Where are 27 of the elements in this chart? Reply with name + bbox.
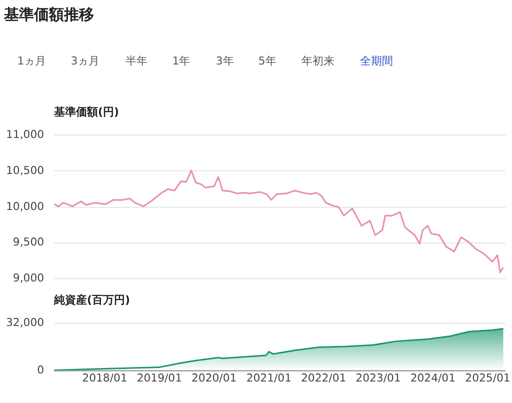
line-series	[53, 170, 504, 274]
text: 5年	[258, 54, 276, 68]
y-tick-label: 32,000	[6, 316, 44, 330]
text: 3年	[216, 54, 234, 68]
x-tick-label: 2024/01	[410, 372, 456, 385]
y-tick-label: 11,000	[6, 128, 44, 142]
y-tick-label: 10,000	[6, 200, 44, 213]
y-axis-title: 基準価額(円)	[52, 105, 119, 118]
chart-title: 基準価額推移	[2, 6, 94, 24]
y-tick-label: 0	[37, 364, 44, 377]
text: 1年	[172, 54, 190, 68]
x-tick-label: 2022/01	[300, 372, 346, 385]
x-tick-label: 2021/01	[246, 372, 292, 385]
x-tick-label: 2020/01	[191, 372, 237, 385]
text: 年初来	[301, 54, 334, 68]
y-tick-label: 9,500	[12, 236, 44, 249]
text: 半年	[126, 54, 148, 68]
y-tick-label: 9,000	[12, 272, 44, 285]
y-axis-title: 純資産(百万円)	[52, 293, 130, 306]
x-tick-label: 2023/01	[356, 372, 401, 385]
x-tick-label: 2019/01	[136, 372, 182, 385]
x-tick-label: 2018/01	[82, 372, 128, 385]
text: 全期間	[360, 54, 393, 68]
text: 1ヵ月	[17, 54, 46, 68]
x-tick-label: 2025/01	[465, 372, 510, 385]
y-tick-label: 10,500	[6, 164, 44, 177]
text: 3ヵ月	[70, 54, 100, 68]
